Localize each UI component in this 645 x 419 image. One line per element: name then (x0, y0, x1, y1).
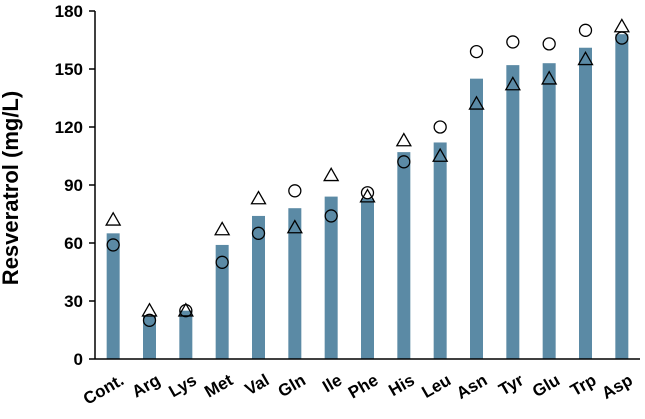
triangle-marker (468, 95, 485, 110)
bar (397, 152, 411, 359)
x-tick-label: Trp (567, 370, 599, 400)
triangle-marker (141, 302, 158, 317)
bar (324, 196, 338, 359)
y-axis: 0 30 60 90 120 150 180 (55, 2, 95, 369)
triangle-marker (250, 190, 267, 205)
bar (361, 198, 374, 359)
y-axis-title: Resveratrol (mg/L) (0, 91, 23, 285)
circle-marker (251, 226, 266, 240)
triangle-marker (177, 302, 194, 317)
x-tick-label: Met (201, 370, 236, 401)
circle-marker (433, 120, 447, 134)
circle-marker (469, 44, 484, 59)
circle-marker (106, 238, 120, 252)
x-tick-label: Leu (418, 370, 454, 402)
x-tick-label: Val (242, 370, 273, 399)
triangle-marker (286, 219, 303, 234)
triangle-marker (577, 51, 594, 66)
x-axis-labels: Cont. Arg Lys Met Val Gln Ile Phe His Leu Asn Tyr Gl… (80, 370, 636, 408)
y-tick-label: 90 (64, 176, 83, 195)
x-tick-label: Lys (166, 370, 200, 401)
bar (506, 65, 520, 359)
bar (433, 142, 447, 359)
marker-series (105, 18, 630, 327)
circle-marker (324, 209, 338, 223)
triangle-marker (541, 70, 558, 85)
circle-marker (397, 155, 411, 169)
triangle-marker (613, 18, 630, 33)
x-tick-label: Tyr (496, 370, 528, 399)
bar (106, 233, 120, 359)
bar (252, 215, 265, 359)
x-tick-label: Ile (319, 370, 345, 396)
bar (542, 63, 556, 359)
triangle-marker (359, 188, 376, 203)
y-tick-label: 120 (55, 118, 83, 137)
x-tick-label: Asp (599, 370, 636, 403)
x-tick-label: Cont. (80, 370, 127, 408)
x-tick-label: Glu (529, 370, 563, 401)
y-tick-label: 0 (74, 350, 83, 369)
x-tick-label: Phe (345, 370, 382, 402)
x-tick-label: His (385, 370, 417, 400)
circle-marker (179, 304, 193, 318)
x-tick-label: Gln (275, 370, 309, 401)
circle-marker (215, 255, 229, 269)
bar (470, 78, 483, 360)
bar (288, 208, 302, 359)
y-tick-label: 150 (55, 60, 83, 79)
bar (215, 244, 229, 359)
x-tick-label: Arg (129, 370, 164, 401)
triangle-marker (105, 211, 122, 226)
circle-marker (506, 35, 520, 49)
y-tick-label: 60 (64, 234, 83, 253)
y-tick-label: 30 (64, 292, 83, 311)
circle-marker (360, 186, 375, 200)
triangle-marker (432, 147, 449, 162)
bar (579, 47, 592, 359)
circle-marker (542, 37, 556, 51)
y-tick-label: 180 (55, 2, 83, 21)
circle-marker (578, 23, 593, 37)
triangle-marker (214, 221, 231, 236)
circle-marker (142, 313, 157, 327)
bar-series (106, 34, 629, 360)
triangle-marker (323, 167, 340, 182)
x-tick-label: Asn (453, 370, 490, 403)
circle-marker (615, 31, 629, 45)
bar (179, 310, 193, 359)
bar (615, 34, 629, 359)
circle-marker (288, 184, 302, 198)
triangle-marker (504, 76, 521, 91)
bar (143, 316, 156, 359)
triangle-marker (395, 132, 412, 147)
